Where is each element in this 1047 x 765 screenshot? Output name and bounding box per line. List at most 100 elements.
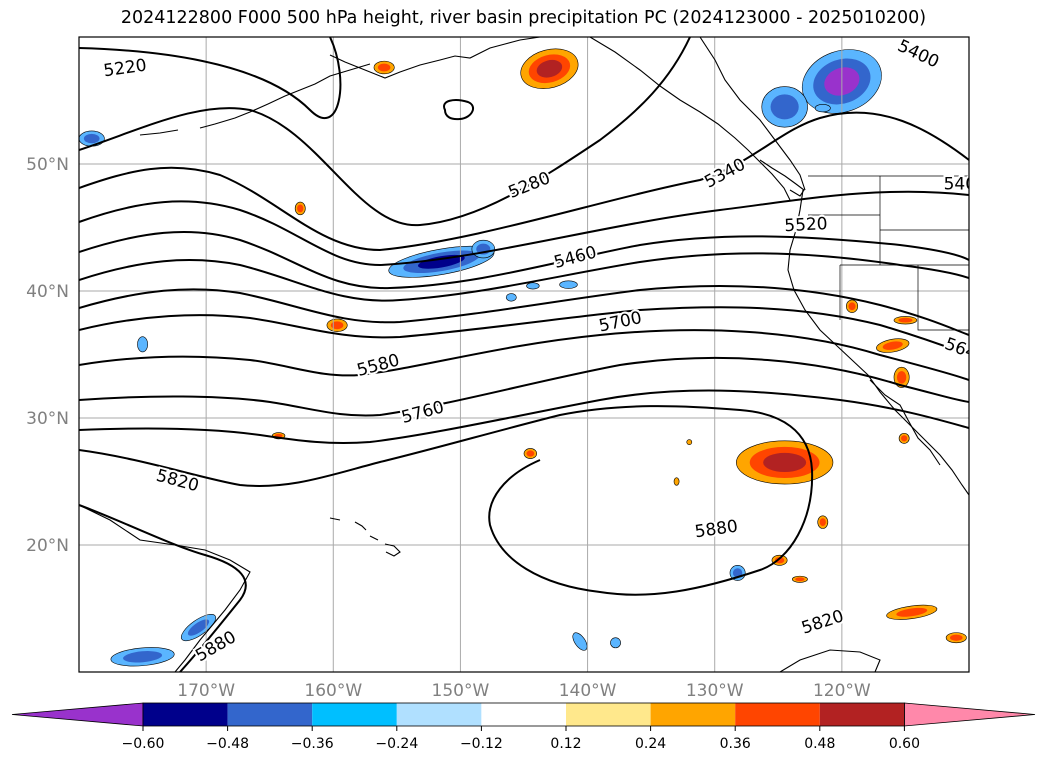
colorbar-frame: [142, 702, 905, 727]
precip-level-0: [505, 293, 517, 302]
contour-closed-low: [443, 99, 475, 121]
precip-level-1: [330, 321, 344, 330]
graticule: [79, 37, 969, 672]
precip-level-1: [297, 204, 304, 213]
contour-label-5520: 5520: [784, 214, 828, 236]
colorbar-swatch-3: [312, 703, 397, 726]
coastline-southeast: [779, 649, 881, 672]
precip-patch-19: [326, 318, 348, 332]
lat-label: 40°N: [26, 282, 69, 302]
precip-level-2: [417, 254, 465, 269]
precip-level-0: [559, 280, 578, 289]
lon-label: 140°W: [559, 681, 617, 701]
precip-level-0: [673, 477, 680, 486]
colorbar: −0.60 −0.48 −0.36 −0.24 −0.12 0.12 0.24 0.36 0.4…: [11, 702, 1036, 752]
precip-patch-1: [471, 239, 496, 259]
lon-label: 150°W: [432, 681, 490, 701]
precip-patch-24: [893, 366, 910, 388]
precip-level-1: [187, 619, 210, 636]
precip-level-0: [686, 439, 693, 445]
precip-level-0: [137, 336, 148, 353]
precip-level-0: [526, 282, 540, 290]
lon-label: 130°W: [686, 681, 744, 701]
precip-patch-14: [814, 104, 831, 113]
precip-patch-16: [736, 440, 834, 485]
precip-level-1: [526, 450, 535, 457]
contour-5580-lower: [79, 329, 969, 381]
contour-5280: [79, 37, 691, 227]
coastline-vancouver: [759, 159, 805, 197]
precip-patch-31: [673, 477, 680, 486]
precip-level-1: [898, 317, 913, 323]
precip-level-1: [950, 634, 963, 641]
coastline-aleutians: [139, 63, 371, 136]
colorbar-swatch-1: [143, 703, 228, 726]
precip-level-1: [770, 94, 799, 120]
colorbar-tick-label: −0.48: [206, 736, 249, 752]
contour-label-5400: 5400: [944, 174, 987, 194]
precip-level-1: [848, 302, 856, 311]
colorbar-extend-high: [904, 702, 1036, 727]
coastline-hawaii: [329, 517, 401, 557]
precip-level-1: [882, 341, 903, 350]
contour-5400: [79, 190, 969, 267]
precip-level-1: [819, 518, 826, 527]
colorbar-swatch-8: [735, 703, 820, 726]
precip-level-1: [896, 371, 907, 384]
contour-5520: [79, 252, 969, 302]
colorbar-tick-label: −0.24: [375, 736, 418, 752]
precip-patch-32: [686, 439, 693, 445]
lat-label: 30°N: [26, 409, 69, 429]
colorbar-tick-label: 0.48: [804, 736, 835, 752]
lat-label: 50°N: [26, 155, 69, 175]
precip-patch-25: [898, 432, 910, 444]
colorbar-tick-label: −0.12: [460, 736, 503, 752]
coastline-baja: [869, 379, 941, 466]
contour-5220: [79, 37, 342, 119]
precip-patch-6: [79, 130, 105, 147]
colorbar-swatch-6: [566, 703, 651, 726]
map-background: [79, 37, 969, 672]
precip-level-1: [123, 651, 163, 663]
colorbar-tick-label: 0.24: [635, 736, 666, 752]
colorbar-swatch-9: [819, 703, 905, 726]
precip-patch-9: [526, 282, 540, 290]
axis-labels: 50°N 40°N 30°N 20°N 170°W 160°W 150°W 140°W 130°…: [26, 155, 871, 701]
colorbar-swatch-7: [650, 703, 736, 726]
colorbar-tick-label: 0.36: [720, 736, 751, 752]
lon-label: 160°W: [304, 681, 362, 701]
precip-patch-26: [817, 515, 829, 529]
precip-patch-23: [876, 338, 910, 353]
contour-5460: [79, 230, 969, 290]
precip-patch-4: [110, 647, 175, 667]
colorbar-tick-label: 0.12: [550, 736, 581, 752]
contour-5880: [79, 504, 247, 672]
contour-5760: [79, 389, 969, 444]
precip-level-1: [896, 607, 928, 617]
map-title: 2024122800 F000 500 hPa height, river ba…: [120, 8, 927, 28]
lon-label: 170°W: [177, 681, 235, 701]
precip-level-0: [572, 632, 588, 651]
precip-patch-21: [846, 299, 859, 313]
colorbar-swatch-5: [481, 703, 566, 726]
coastline-canada: [699, 37, 806, 191]
colorbar-swatch-2: [227, 703, 313, 726]
precip-patch-22: [893, 316, 918, 325]
height-contours: [79, 37, 969, 672]
precip-level-2: [536, 59, 563, 78]
precip-level-1: [795, 577, 805, 582]
precip-patch-29: [886, 604, 938, 620]
precip-patch-8: [505, 293, 517, 302]
precip-patch-10: [559, 280, 578, 289]
map-frame: [78, 36, 970, 673]
precip-patch-15: [520, 48, 579, 89]
contour-5700: [79, 356, 969, 417]
precip-level-1: [901, 435, 908, 442]
contour-5580-upper: [79, 284, 969, 336]
colorbar-tick-label: −0.36: [291, 736, 334, 752]
colorbar-swatch-4: [396, 703, 482, 726]
coastline-gulf-alaska: [589, 37, 791, 201]
precip-patch-30: [945, 632, 967, 644]
precip-patch-5: [180, 614, 217, 642]
